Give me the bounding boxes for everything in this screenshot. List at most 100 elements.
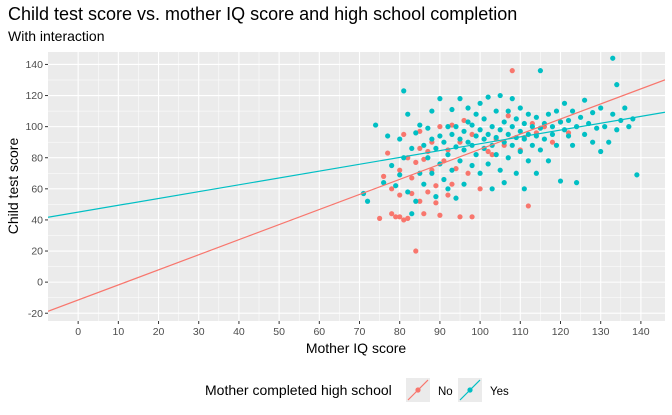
- data-point-no: [457, 214, 463, 220]
- data-point-yes: [429, 170, 435, 176]
- data-point-yes: [497, 92, 503, 99]
- legend-label-yes: Yes: [490, 386, 509, 398]
- data-point-no: [421, 156, 427, 162]
- data-point-yes: [457, 136, 463, 142]
- y-tick-label: 20: [31, 246, 43, 258]
- data-point-yes: [565, 117, 572, 124]
- data-point-yes: [473, 152, 479, 158]
- data-point-yes: [505, 155, 511, 161]
- data-point-yes: [598, 105, 604, 111]
- data-point-yes: [521, 136, 527, 142]
- data-point-yes: [372, 122, 379, 128]
- grid-major: [48, 52, 665, 321]
- data-point-yes: [477, 127, 483, 133]
- data-point-yes: [606, 139, 612, 145]
- fit-lines-layer: [48, 79, 665, 312]
- data-point-yes: [549, 131, 556, 138]
- data-point-no: [485, 148, 491, 155]
- x-tick-label: 10: [112, 326, 124, 338]
- data-point-yes: [465, 139, 471, 145]
- data-point-yes: [545, 158, 552, 164]
- data-point-no: [509, 68, 515, 74]
- data-point-no: [385, 150, 391, 156]
- data-point-yes: [457, 158, 463, 164]
- data-point-no: [437, 212, 443, 218]
- data-point-yes: [517, 128, 523, 134]
- data-point-yes: [497, 167, 503, 173]
- data-point-yes: [582, 131, 588, 138]
- data-point-no: [413, 159, 419, 165]
- data-point-yes: [429, 108, 435, 114]
- x-tick-label: 120: [552, 326, 570, 338]
- data-point-yes: [565, 133, 572, 139]
- data-point-yes: [493, 152, 499, 158]
- data-point-yes: [441, 176, 447, 183]
- data-point-yes: [457, 96, 463, 102]
- data-point-yes: [481, 136, 487, 142]
- data-point-yes: [437, 96, 443, 102]
- data-point-yes: [529, 142, 535, 148]
- data-point-yes: [614, 127, 620, 133]
- data-point-no: [505, 113, 511, 119]
- data-point-no: [425, 189, 431, 195]
- data-point-no: [469, 214, 475, 220]
- data-point-yes: [505, 108, 511, 114]
- x-tick-label: 50: [273, 326, 285, 338]
- data-point-yes: [413, 130, 419, 136]
- data-point-yes: [493, 108, 499, 114]
- data-point-yes: [577, 114, 584, 120]
- data-point-yes: [429, 136, 435, 142]
- data-point-no: [525, 203, 531, 209]
- y-tick-label: 140: [25, 59, 43, 71]
- data-point-yes: [573, 180, 580, 186]
- data-point-yes: [401, 88, 407, 94]
- legend-key-no-point: [415, 387, 421, 393]
- data-point-yes: [569, 142, 576, 148]
- data-point-no: [413, 248, 419, 254]
- data-point-yes: [493, 134, 499, 141]
- data-point-no: [453, 166, 459, 172]
- data-point-yes: [449, 106, 455, 113]
- data-point-yes: [541, 136, 548, 142]
- data-point-no: [549, 139, 556, 145]
- data-point-yes: [626, 124, 632, 130]
- data-point-yes: [477, 100, 483, 106]
- x-axis-title: Mother IQ score: [306, 340, 407, 356]
- x-tick-label: 130: [592, 326, 610, 338]
- x-tick-label: 100: [471, 326, 489, 338]
- data-point-no: [465, 170, 471, 176]
- data-point-yes: [461, 147, 467, 153]
- data-point-no: [397, 167, 403, 173]
- data-point-yes: [425, 155, 431, 161]
- data-point-yes: [405, 189, 411, 195]
- data-point-yes: [425, 125, 431, 131]
- y-axis-title: Child test score: [5, 138, 21, 235]
- data-point-yes: [521, 186, 527, 192]
- data-point-no: [445, 192, 451, 198]
- data-point-yes: [549, 124, 556, 130]
- data-point-yes: [598, 148, 604, 155]
- chart-title: Child test score vs. mother IQ score and…: [8, 4, 518, 24]
- data-point-yes: [497, 127, 503, 133]
- x-tick-label: 90: [434, 326, 446, 338]
- data-point-yes: [421, 181, 427, 187]
- data-point-yes: [557, 119, 564, 125]
- data-point-yes: [485, 161, 491, 167]
- data-point-yes: [417, 122, 423, 128]
- data-point-yes: [421, 142, 427, 148]
- data-point-yes: [513, 116, 519, 122]
- data-point-yes: [449, 167, 455, 173]
- data-point-yes: [529, 124, 535, 130]
- data-point-yes: [389, 162, 395, 169]
- data-point-no: [405, 215, 411, 221]
- fit-line-no: [48, 79, 665, 312]
- y-tick-label: 0: [37, 277, 43, 289]
- data-point-yes: [445, 152, 451, 158]
- data-point-no: [409, 175, 415, 181]
- data-point-yes: [517, 148, 523, 155]
- data-point-yes: [445, 124, 451, 130]
- data-point-yes: [453, 124, 459, 130]
- x-tick-label: 140: [632, 326, 650, 338]
- data-point-yes: [469, 122, 475, 128]
- data-point-yes: [397, 172, 403, 178]
